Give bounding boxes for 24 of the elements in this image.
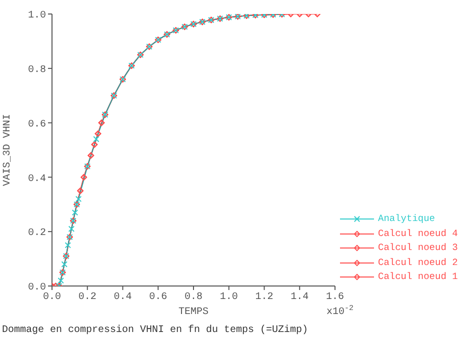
x-tick-label: 1.6 — [326, 292, 344, 304]
y-tick-label: 0.0 — [28, 282, 46, 294]
y-tick-label: 0.8 — [28, 64, 46, 76]
x-tick-label: 1.4 — [290, 292, 309, 304]
x-tick-label: 0.8 — [184, 292, 203, 304]
legend-label: Calcul noeud 1 — [378, 270, 458, 284]
x-tick-label: 1.0 — [220, 292, 238, 304]
legend-label: Calcul noeud 4 — [378, 226, 458, 240]
x-tick-label: 0.2 — [78, 292, 96, 304]
text: x10$^{-2}$ — [326, 304, 354, 318]
x-tick-label: 0.0 — [42, 292, 62, 304]
legend-label: Analytique — [378, 212, 436, 226]
x-tick-label: 0.4 — [114, 292, 132, 304]
y-tick-label: 0.4 — [28, 174, 46, 185]
legend-label: Calcul noeud 2 — [378, 256, 458, 270]
y-tick-label: 1.0 — [28, 10, 46, 22]
x-axis-title: TEMPS — [178, 307, 209, 318]
legend-label: Calcul noeud 3 — [378, 241, 458, 255]
text: Dommage en compression VHNI en fn du temps (=UZimp) — [2, 324, 308, 336]
x-tick-label: 0.6 — [149, 292, 168, 304]
x-tick-label: 1.2 — [255, 292, 274, 304]
y-axis-title: VAIS_3D VHNI — [2, 114, 14, 186]
y-tick-label: 0.2 — [28, 228, 46, 240]
y-tick-label: 0.6 — [28, 119, 46, 130]
